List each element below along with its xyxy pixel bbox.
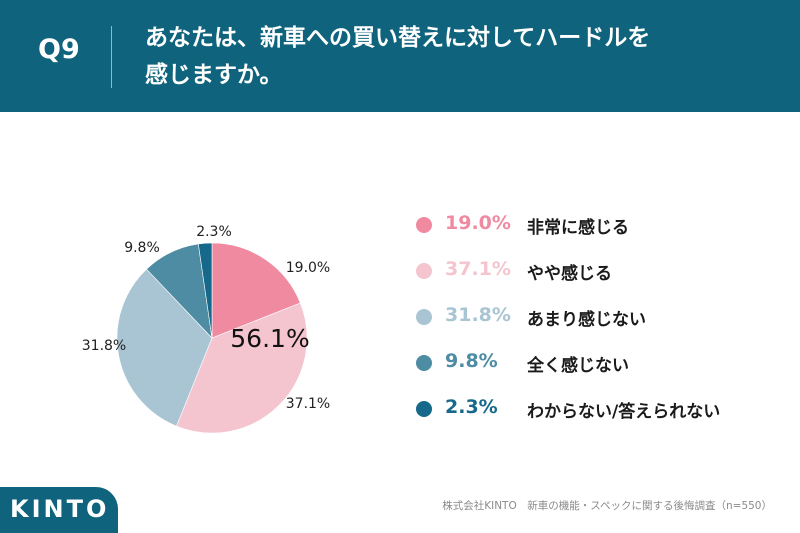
pie-slice-not-much bbox=[116, 268, 213, 427]
header-divider bbox=[111, 26, 112, 88]
pie-center-label: 56.1% bbox=[230, 324, 309, 353]
legend-percent: 2.3% bbox=[445, 396, 498, 418]
question-line-1: あなたは、新車への買い替えに対してハードルを bbox=[145, 25, 651, 51]
source-note: 株式会社KINTO 新車の機能・スペックに関する後悔調査（n=550） bbox=[442, 500, 772, 512]
legend-label: あまり感じない bbox=[527, 310, 646, 330]
legend-swatch bbox=[416, 263, 432, 279]
legend-swatch bbox=[416, 401, 432, 417]
legend-swatch bbox=[416, 309, 432, 325]
legend-item: 9.8% 全く感じない bbox=[412, 341, 792, 387]
pie-value-label-not-much: 31.8% bbox=[82, 338, 126, 354]
legend-percent: 37.1% bbox=[445, 258, 511, 280]
legend-item: 19.0% 非常に感じる bbox=[412, 203, 792, 249]
pie-value-label-not-at-all: 9.8% bbox=[124, 240, 160, 256]
legend-swatch bbox=[416, 355, 432, 371]
pie-slice-dont-know bbox=[197, 242, 213, 339]
legend-percent: 31.8% bbox=[445, 304, 511, 326]
pie-value-label-somewhat: 37.1% bbox=[286, 396, 330, 412]
legend-percent: 19.0% bbox=[445, 212, 511, 234]
legend-percent: 9.8% bbox=[445, 350, 498, 372]
pie-value-label-very: 19.0% bbox=[286, 260, 330, 276]
pie-slice-somewhat bbox=[176, 302, 308, 434]
kinto-logo: KINTO bbox=[10, 495, 110, 523]
pie-value-label-dont-know: 2.3% bbox=[196, 224, 232, 240]
question-line-2: 感じますか。 bbox=[145, 62, 283, 88]
legend-item: 31.8% あまり感じない bbox=[412, 295, 792, 341]
legend-label: わからない/答えられない bbox=[527, 402, 721, 422]
question-text: あなたは、新車への買い替えに対してハードルを 感じますか。 bbox=[145, 20, 765, 94]
legend-label: 全く感じない bbox=[527, 356, 629, 376]
question-number: Q9 bbox=[38, 34, 80, 65]
legend-label: 非常に感じる bbox=[527, 218, 629, 238]
header: Q9 あなたは、新車への買い替えに対してハードルを 感じますか。 bbox=[0, 0, 800, 112]
legend-swatch bbox=[416, 217, 432, 233]
legend-item: 37.1% やや感じる bbox=[412, 249, 792, 295]
legend-label: やや感じる bbox=[527, 264, 612, 284]
legend: 19.0% 非常に感じる 37.1% やや感じる 31.8% あまり感じない 9… bbox=[412, 203, 792, 433]
logo-tab: KINTO bbox=[0, 487, 118, 533]
pie-slice-very bbox=[211, 242, 301, 339]
legend-item: 2.3% わからない/答えられない bbox=[412, 387, 792, 433]
